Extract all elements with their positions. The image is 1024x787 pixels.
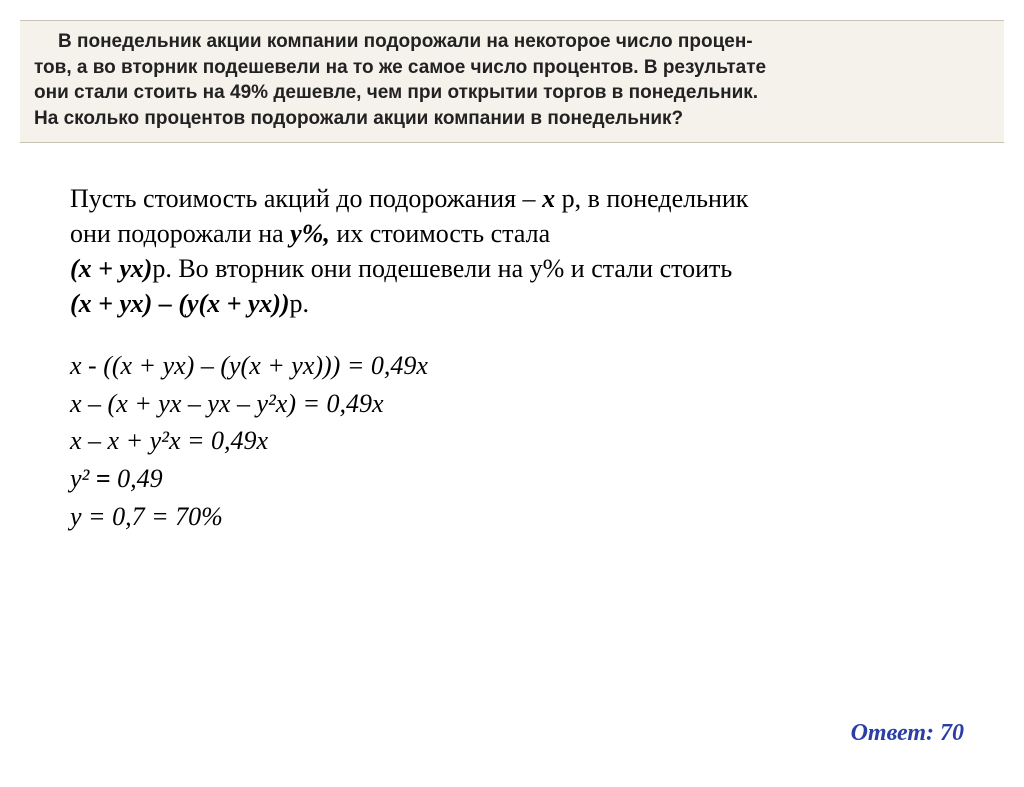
answer-label: Ответ: <box>851 720 940 746</box>
calc-line-5: y = 0,7 = 70% <box>70 498 984 536</box>
expr: (х + ух) <box>70 254 152 283</box>
calc-line-1: x - ((x + yx) – (y(x + yx))) = 0,49x <box>70 347 984 385</box>
calc-line-4: y² = 0,49 <box>70 460 984 498</box>
text: y² <box>70 464 89 493</box>
problem-line-3c: дешевле, чем при открытии торгов в понед… <box>268 82 758 103</box>
solution-work: x - ((x + yx) – (y(x + yx))) = 0,49x x –… <box>70 347 984 535</box>
text: они подорожали на <box>70 219 290 248</box>
solution-intro-line2: они подорожали на у%, их стоимость стала <box>70 216 984 251</box>
calc-line-2: x – (x + yx – yx – y²x) = 0,49x <box>70 385 984 423</box>
text: р. <box>290 289 310 318</box>
solution-intro-line4: (х + ух) – (у(х + ух))р. <box>70 286 984 321</box>
expr: (х + ух) – (у(х + ух)) <box>70 289 290 318</box>
variable-x: х <box>542 184 555 213</box>
answer: Ответ: 70 <box>851 720 964 747</box>
problem-line-1: В понедельник акции компании подорожали … <box>34 29 990 55</box>
text: 0,49 <box>117 464 163 493</box>
problem-line-2: тов, а во вторник подешевели на то же са… <box>34 57 766 78</box>
variable-y: у%, <box>290 219 330 248</box>
calc-line-3: x – x + y²x = 0,49x <box>70 422 984 460</box>
problem-percent: 49% <box>230 82 268 103</box>
text: их стоимость стала <box>330 219 550 248</box>
text: р. Во вторник они подешевели на у% и ста… <box>152 254 732 283</box>
text: р, в понедельник <box>555 184 748 213</box>
problem-line-4: На сколько процентов подорожали акции ко… <box>34 108 683 129</box>
problem-statement: В понедельник акции компании подорожали … <box>20 20 1004 143</box>
problem-line-3a: они стали стоить на <box>34 82 230 103</box>
solution-intro-line1: Пусть стоимость акций до подорожания – х… <box>70 181 984 216</box>
text: Пусть стоимость акций до подорожания – <box>70 184 542 213</box>
solution-intro-line3: (х + ух)р. Во вторник они подешевели на … <box>70 251 984 286</box>
answer-value: 70 <box>940 720 964 746</box>
solution-body: Пусть стоимость акций до подорожания – х… <box>70 181 984 536</box>
equals: = <box>89 464 117 493</box>
slide: В понедельник акции компании подорожали … <box>0 20 1024 787</box>
